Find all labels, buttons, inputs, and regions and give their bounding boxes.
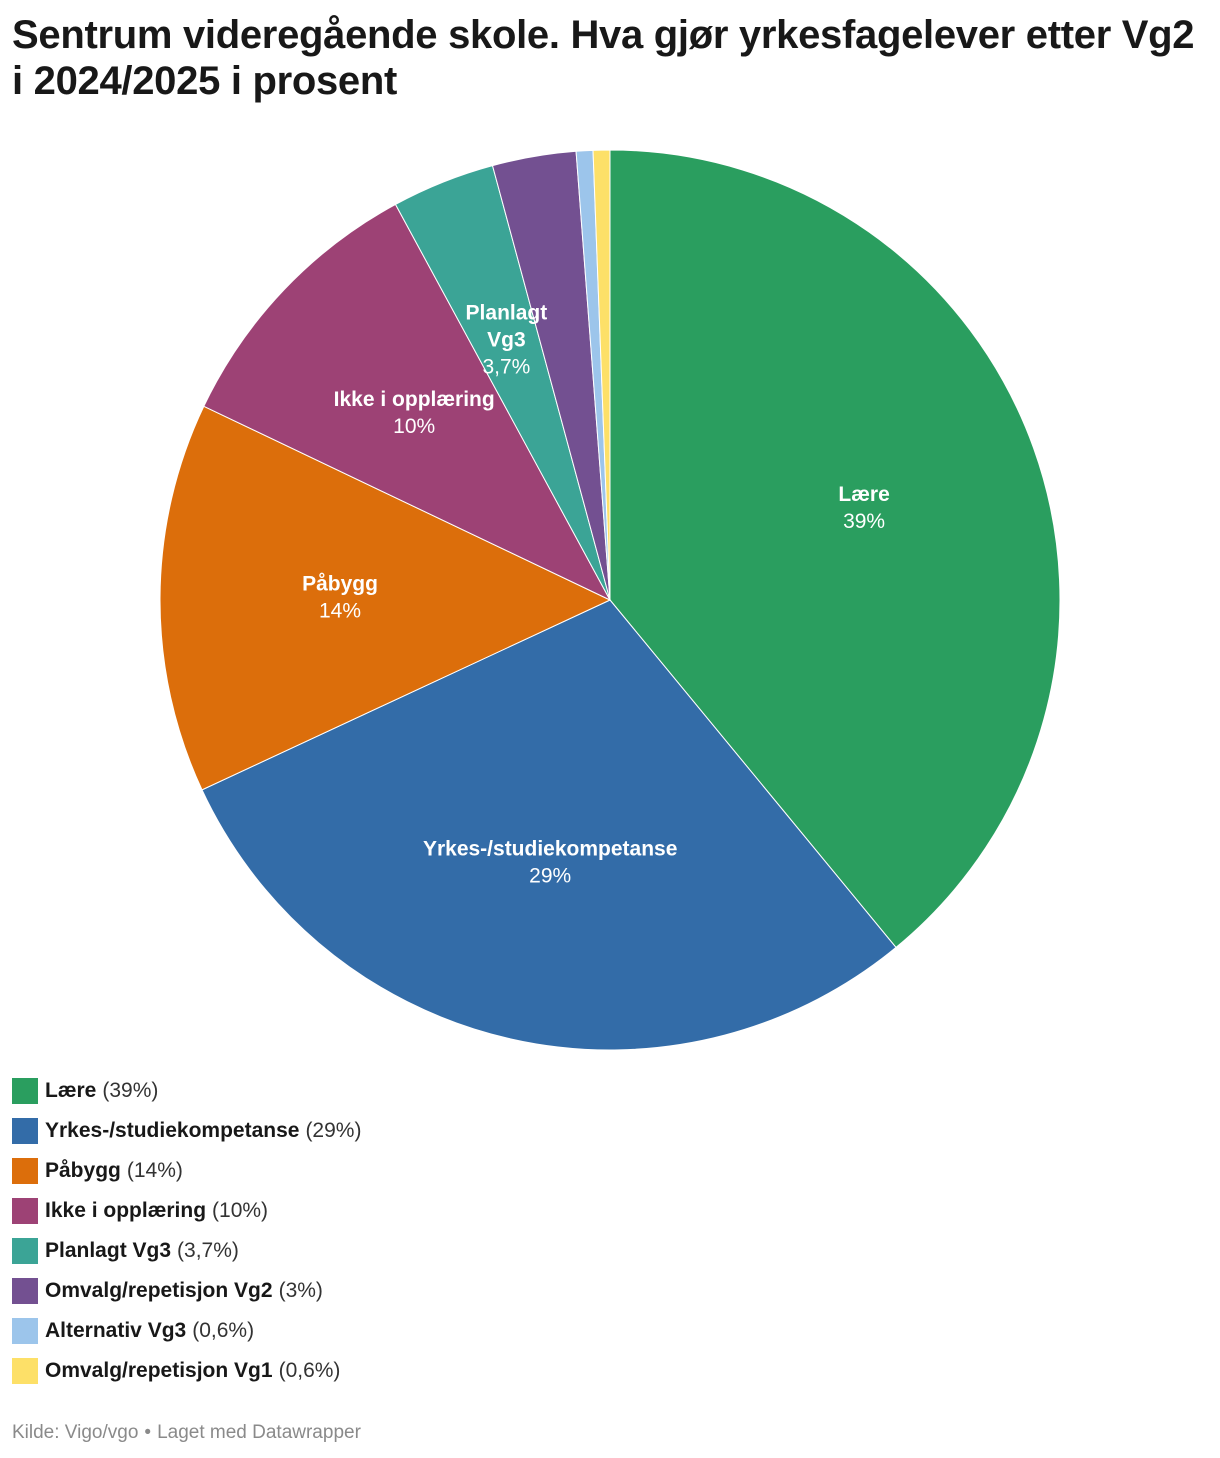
slice-label-name: Yrkes-/studiekompetanse <box>423 837 677 860</box>
legend-item-p-bygg: Påbygg (14%) <box>12 1151 361 1191</box>
legend-swatch <box>12 1358 38 1384</box>
slice-label-planlagt-vg3: Planlagt Vg3 3,7% <box>466 302 548 379</box>
legend-value: (3%) <box>278 1279 323 1302</box>
pie-chart: Lære 39% Yrkes-/studiekompetanse 29% Påbygg 1… <box>159 149 1061 1051</box>
legend-name: Planlagt Vg3 <box>45 1239 172 1262</box>
legend-name: Omvalg/repetisjon Vg2 <box>45 1279 273 1302</box>
slice-label-value: 39% <box>843 510 885 533</box>
credit-note: Laget med Datawrapper <box>157 1422 361 1443</box>
pie-slice-omvalg-repetisjon-vg1 <box>592 149 611 601</box>
footer: Kilde: Vigo/vgo • Laget med Datawrapper <box>12 1422 361 1444</box>
legend-swatch <box>12 1278 38 1304</box>
slice-label-name: Vg3 <box>487 329 526 352</box>
legend-swatch <box>12 1118 38 1144</box>
legend-item-l-re: Lære (39%) <box>12 1071 361 1111</box>
legend-swatch <box>12 1198 38 1224</box>
legend-item-ikke-i-oppl-ring: Ikke i opplæring (10%) <box>12 1191 361 1231</box>
legend-item-alternativ-vg3: Alternativ Vg3 (0,6%) <box>12 1311 361 1351</box>
pie-slice-l-re <box>609 149 1061 949</box>
pie-slice-yrkes-studiekompetanse <box>201 599 897 1051</box>
legend-value: (3,7%) <box>177 1239 239 1262</box>
legend-swatch <box>12 1078 38 1104</box>
legend-value: (39%) <box>102 1079 159 1102</box>
slice-label-p-bygg: Påbygg 14% <box>302 573 378 623</box>
slice-label-name: Planlagt <box>466 302 548 325</box>
slice-label-name: Ikke i opplæring <box>334 388 495 411</box>
legend-name: Ikke i opplæring <box>45 1199 207 1222</box>
slice-label-value: 29% <box>529 864 571 887</box>
chart-title: Sentrum videregående skole. Hva gjør yrk… <box>12 13 1195 103</box>
pie-slice-ikke-i-oppl-ring <box>203 203 612 602</box>
pie-slices <box>159 149 1061 1051</box>
legend-value: (0,6%) <box>192 1319 255 1342</box>
legend-value: (29%) <box>305 1119 362 1142</box>
slice-label-yrkes-studiekompetanse: Yrkes-/studiekompetanse 29% <box>423 837 677 887</box>
legend-item-yrkes-studiekompetanse: Yrkes-/studiekompetanse (29%) <box>12 1111 361 1151</box>
pie-labels: Lære 39% Yrkes-/studiekompetanse 29% Påbygg 1… <box>302 302 890 888</box>
legend-swatch <box>12 1318 38 1344</box>
slice-label-value: 3,7% <box>482 356 530 379</box>
slice-label-value: 10% <box>393 415 435 438</box>
pie-slice-p-bygg <box>159 405 612 791</box>
legend-swatch <box>12 1238 38 1264</box>
legend-item-planlagt-vg3: Planlagt Vg3 (3,7%) <box>12 1231 361 1271</box>
slice-label-name: Lære <box>838 483 889 506</box>
legend-item-omvalg-repetisjon-vg1: Omvalg/repetisjon Vg1 (0,6%) <box>12 1351 361 1391</box>
slice-label-ikke-i-oppl-ring: Ikke i opplæring 10% <box>334 388 495 438</box>
legend-value: (0,6%) <box>278 1359 341 1382</box>
legend-value: (14%) <box>126 1159 183 1182</box>
legend: Lære (39%) Yrkes-/studiekompetanse (29%) Påb… <box>12 1071 361 1391</box>
legend-name: Omvalg/repetisjon Vg1 <box>45 1359 273 1382</box>
legend-swatch <box>12 1158 38 1184</box>
legend-item-omvalg-repetisjon-vg2: Omvalg/repetisjon Vg2 (3%) <box>12 1271 361 1311</box>
slice-label-value: 14% <box>319 600 361 623</box>
legend-name: Påbygg <box>45 1159 121 1182</box>
legend-name: Yrkes-/studiekompetanse <box>45 1119 300 1142</box>
slice-label-l-re: Lære 39% <box>838 483 889 533</box>
source-note: Kilde: Vigo/vgo <box>12 1422 139 1443</box>
footer-separator: • <box>144 1422 152 1443</box>
legend-value: (10%) <box>212 1199 269 1222</box>
legend-name: Alternativ Vg3 <box>45 1319 187 1342</box>
legend-name: Lære <box>45 1079 97 1102</box>
slice-label-name: Påbygg <box>302 573 378 596</box>
